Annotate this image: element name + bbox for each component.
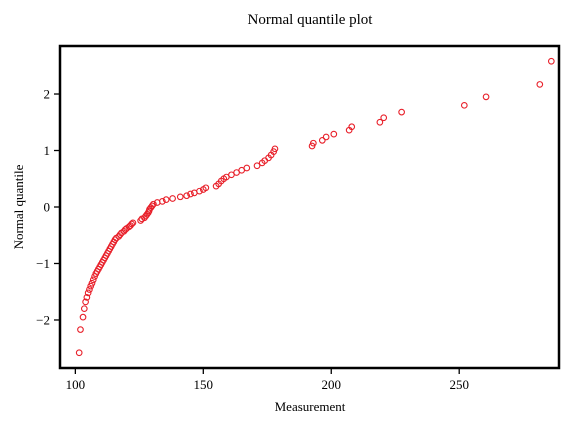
- data-point: [150, 200, 157, 208]
- data-point: [75, 349, 83, 357]
- y-axis-label: Normal quantile: [11, 164, 26, 249]
- data-point: [84, 289, 92, 297]
- data-point: [309, 139, 317, 147]
- data-point: [89, 276, 97, 284]
- data-point: [348, 123, 356, 131]
- data-point: [83, 294, 91, 301]
- y-tick-label: 1: [44, 143, 51, 158]
- data-point: [460, 101, 468, 109]
- data-point: [169, 195, 176, 202]
- data-point: [111, 236, 119, 244]
- data-point: [243, 164, 251, 172]
- data-point: [202, 184, 210, 192]
- data-point: [536, 81, 544, 88]
- x-tick-label: 100: [66, 377, 86, 392]
- x-tick-label: 150: [194, 377, 214, 392]
- y-tick-label: −2: [36, 312, 50, 327]
- data-point: [77, 326, 84, 333]
- data-point: [86, 286, 93, 293]
- data-point: [253, 162, 261, 170]
- data-point: [79, 313, 87, 321]
- x-tick-label: 250: [449, 377, 469, 392]
- x-tick-label: 200: [322, 377, 342, 392]
- data-point: [318, 136, 326, 144]
- data-point: [547, 57, 555, 65]
- data-point: [162, 196, 170, 204]
- y-tick-label: 2: [44, 87, 51, 102]
- data-point: [196, 187, 203, 195]
- data-point: [159, 198, 166, 205]
- x-axis-label: Measurement: [275, 399, 346, 414]
- data-point: [80, 305, 88, 313]
- data-point: [183, 192, 191, 200]
- data-point: [128, 220, 136, 228]
- data-point: [148, 202, 156, 210]
- data-point: [322, 133, 330, 141]
- data-point: [482, 93, 490, 101]
- data-point: [143, 210, 151, 218]
- data-point: [129, 219, 137, 227]
- data-points: [75, 57, 555, 357]
- data-point: [88, 279, 96, 287]
- data-point: [330, 130, 338, 138]
- data-point: [187, 190, 194, 198]
- data-point: [176, 193, 184, 201]
- y-tick-label: −1: [36, 256, 50, 271]
- data-point: [271, 145, 279, 153]
- data-point: [82, 298, 89, 306]
- data-point: [380, 114, 388, 122]
- data-point: [398, 108, 405, 116]
- y-axis: −2 −1 0 1 2: [36, 87, 60, 327]
- chart-title: Normal quantile plot: [248, 12, 374, 28]
- x-axis: 100 150 200 250: [66, 368, 469, 392]
- data-point: [116, 231, 124, 239]
- y-tick-label: 0: [44, 200, 51, 215]
- data-point: [376, 118, 384, 126]
